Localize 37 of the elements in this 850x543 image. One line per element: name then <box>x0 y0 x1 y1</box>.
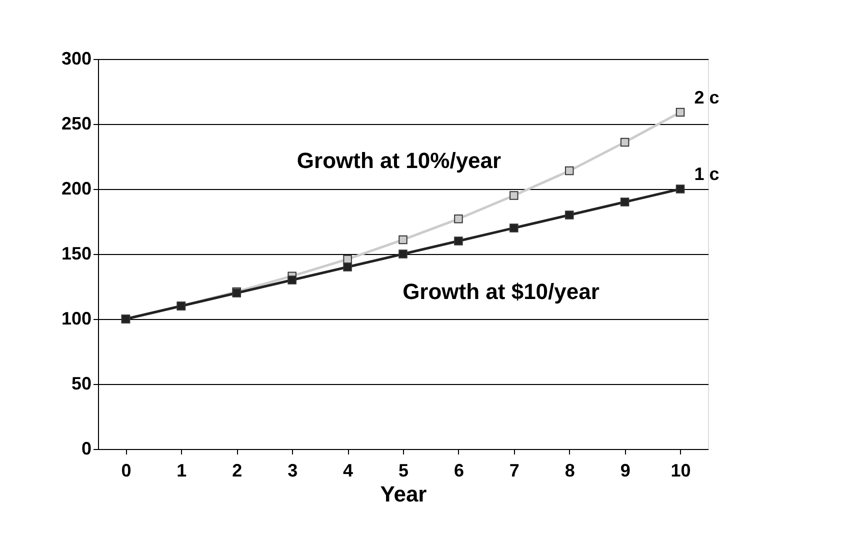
x-tick-label: 6 <box>454 460 464 480</box>
annotation: Growth at 10%/year <box>296 148 502 173</box>
x-tick-label: 2 <box>232 460 242 480</box>
x-axis-title: Year <box>380 482 428 506</box>
y-tick-label: 100 <box>61 308 92 328</box>
x-tick-label: 1 <box>176 460 187 480</box>
series-label: 1 c <box>694 164 720 184</box>
x-tick-label: 9 <box>620 460 630 480</box>
y-tick-label: 250 <box>61 114 92 134</box>
annotation: Growth at $10/year <box>402 279 600 304</box>
y-tick-label: 300 <box>61 48 92 68</box>
point <box>620 198 630 206</box>
y-tick-label: 150 <box>61 244 92 264</box>
x-tick-label: 5 <box>398 460 409 480</box>
point <box>510 191 518 200</box>
x-tick-label: 7 <box>509 460 520 480</box>
point <box>676 108 685 117</box>
point <box>564 166 574 176</box>
point <box>398 235 408 244</box>
x-tick-label: 3 <box>288 460 298 480</box>
point <box>620 138 630 147</box>
point <box>454 236 463 246</box>
x-tick-label: 0 <box>121 460 132 480</box>
point <box>676 184 685 194</box>
point <box>398 250 408 258</box>
x-tick-label: 10 <box>670 460 691 480</box>
point <box>454 214 463 224</box>
y-tick-label: 0 <box>81 438 92 458</box>
point <box>564 210 574 220</box>
point <box>288 276 296 284</box>
x-tick-label: 4 <box>343 460 354 480</box>
series-label: 2 c <box>694 87 720 108</box>
point <box>510 224 518 232</box>
y-tick-label: 200 <box>61 178 92 198</box>
y-tick-label: 50 <box>71 374 92 394</box>
point <box>343 262 352 272</box>
x-tick-label: 8 <box>564 460 575 480</box>
